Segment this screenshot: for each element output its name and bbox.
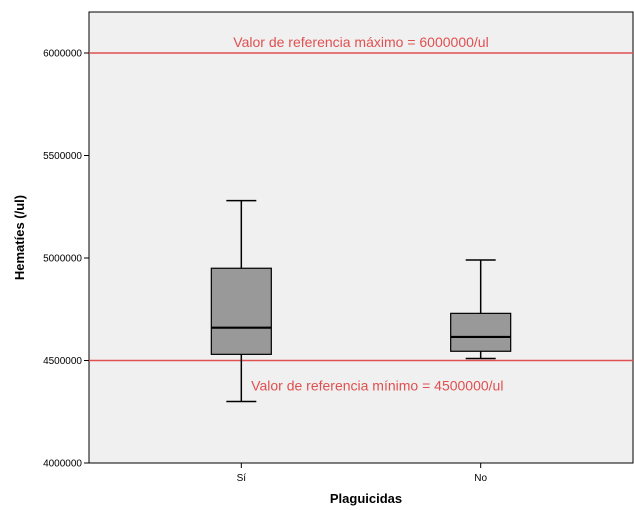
box-si bbox=[210, 199, 272, 403]
box-iqr bbox=[450, 312, 512, 352]
y-tick-label: 4500000 bbox=[43, 356, 82, 367]
boxes bbox=[210, 199, 512, 403]
reference-line-label: Valor de referencia máximo = 6000000/ul bbox=[233, 34, 488, 50]
y-axis-title: Hematíes (/ul) bbox=[12, 195, 27, 280]
box-iqr bbox=[210, 267, 272, 355]
y-axis: 4000000 4500000 5000000 5500000 6000000 bbox=[43, 49, 89, 470]
x-axis: Sí No bbox=[237, 463, 488, 484]
x-axis-title: Plaguicidas bbox=[330, 491, 402, 506]
x-tick-label: Sí bbox=[237, 473, 247, 484]
box-no bbox=[450, 259, 512, 360]
y-tick-label: 6000000 bbox=[43, 49, 82, 60]
plot-area bbox=[88, 11, 634, 464]
x-tick-label: No bbox=[474, 473, 487, 484]
y-tick-label: 5500000 bbox=[43, 151, 82, 162]
reference-line-label: Valor de referencia mínimo = 4500000/ul bbox=[251, 378, 503, 394]
y-tick-label: 4000000 bbox=[43, 459, 82, 470]
y-tick-label: 5000000 bbox=[43, 254, 82, 265]
reference-lines: Valor de referencia máximo = 6000000/ul V… bbox=[89, 34, 633, 394]
